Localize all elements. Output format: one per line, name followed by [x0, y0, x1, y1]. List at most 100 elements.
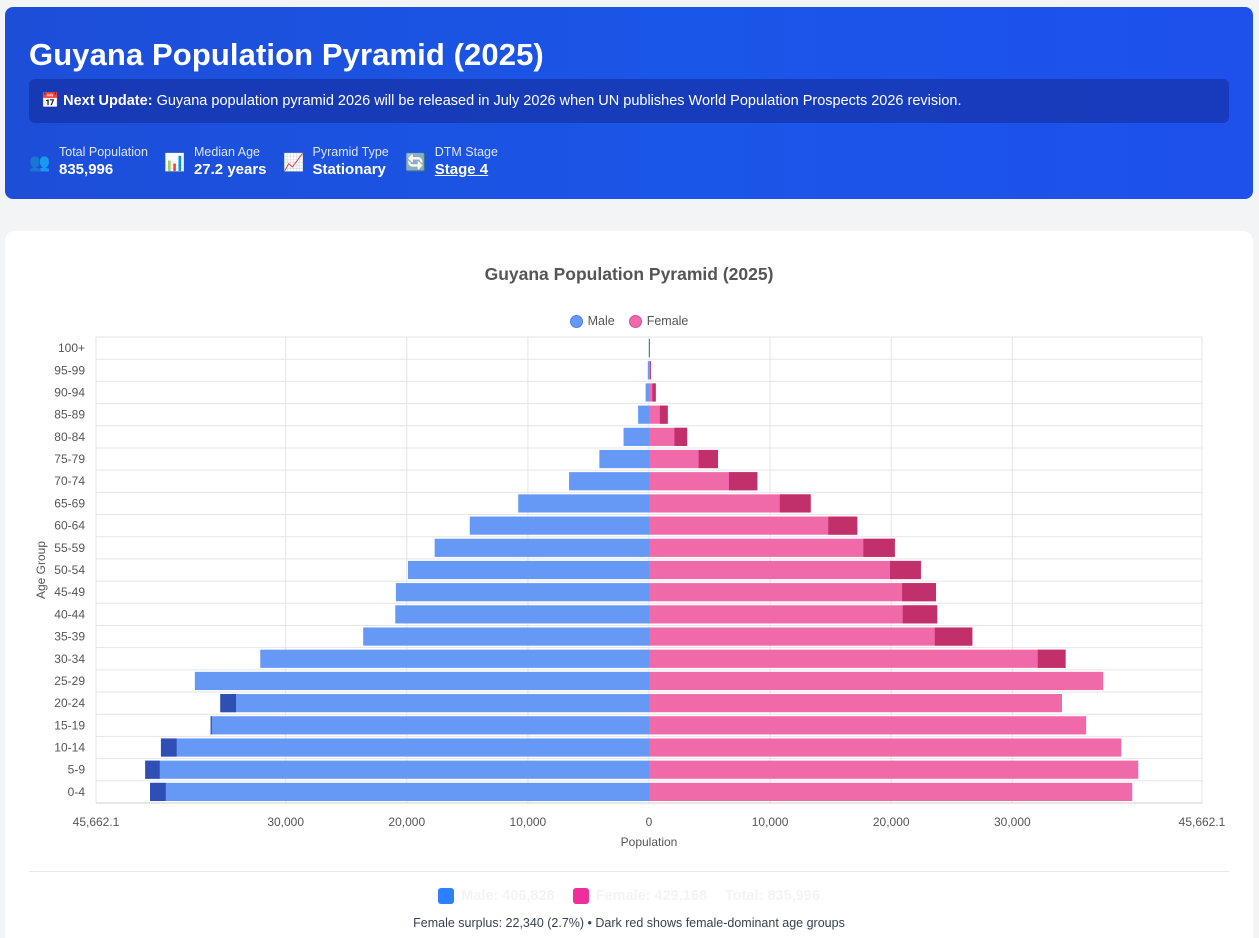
stat-pyramid-type: 📈 Pyramid Type Stationary — [283, 145, 389, 180]
bar-female-45-49 — [649, 583, 937, 602]
bar-male-surplus-10-14 — [160, 738, 177, 757]
x-tick-label: 30,000 — [267, 815, 304, 829]
bar-female-5-9 — [649, 760, 1139, 779]
totals-row: Male: 406,828 Female: 429,168 Total: 835… — [5, 888, 1253, 904]
bar-male-30-34 — [260, 649, 649, 668]
legend-label-female: Female — [646, 314, 689, 328]
chart-title: Guyana Population Pyramid (2025) — [484, 264, 774, 284]
bar-female-surplus-30-34 — [1037, 649, 1066, 668]
page-title: Guyana Population Pyramid (2025) — [29, 37, 544, 72]
bar-female-surplus-100+ — [649, 338, 650, 358]
bar-female-surplus-40-44 — [902, 605, 938, 624]
bar-female-95-99 — [649, 361, 651, 380]
stat-total-population: 👥 Total Population 835,996 — [29, 145, 148, 180]
bar-female-40-44 — [649, 605, 938, 624]
bar-female-15-19 — [649, 716, 1087, 735]
stat-label: Pyramid Type — [312, 145, 389, 159]
bar-female-25-29 — [649, 671, 1104, 691]
bar-female-50-54 — [649, 560, 921, 580]
y-tick-label: 30-34 — [54, 652, 85, 666]
x-axis-title: Population — [621, 835, 678, 849]
stat-dtm-stage: 🔄 DTM Stage Stage 4 — [405, 145, 498, 180]
bar-female-10-14 — [649, 738, 1122, 757]
bar-female-surplus-75-79 — [698, 449, 719, 469]
x-tick-label: 45,662.1 — [1179, 815, 1226, 829]
bar-male-60-64 — [469, 516, 649, 535]
bar-male-40-44 — [395, 605, 649, 624]
stat-label: Median Age — [193, 145, 260, 159]
legend-item-female[interactable]: Female — [628, 314, 689, 328]
notice-text: Guyana population pyramid 2026 will be r… — [156, 93, 962, 109]
bar-female-surplus-35-39 — [934, 627, 973, 646]
legend-swatch-male — [569, 314, 583, 328]
bar-female-60-64 — [649, 516, 858, 535]
y-tick-label: 75-79 — [54, 452, 85, 466]
x-tick-label: 10,000 — [510, 815, 547, 829]
dtm-stage-link[interactable]: Stage 4 — [434, 161, 489, 178]
total-female-label: Female: 429,168 — [595, 888, 707, 904]
bar-male-25-29 — [194, 671, 649, 691]
bar-male-55-59 — [434, 538, 649, 557]
bar-female-surplus-55-59 — [863, 538, 895, 557]
total-female: Female: 429,168 — [572, 888, 707, 904]
bar-male-surplus-15-19 — [210, 716, 212, 735]
y-tick-label: 65-69 — [54, 496, 85, 510]
x-tick-label: 0 — [646, 815, 653, 829]
stat-median-age: 📊 Median Age 27.2 years — [164, 145, 267, 180]
y-tick-label: 20-24 — [54, 696, 85, 710]
bar-male-80-84 — [623, 427, 649, 446]
total-overall-label: Total: 835,996 — [724, 888, 820, 904]
y-tick-label: 25-29 — [54, 674, 85, 688]
bar-female-surplus-50-54 — [890, 560, 921, 580]
y-tick-label: 100+ — [58, 341, 85, 355]
bar-male-35-39 — [363, 627, 649, 646]
total-male: Male: 406,828 — [438, 888, 555, 904]
people-icon: 👥 — [29, 152, 51, 172]
stat-value: 835,996 — [59, 161, 114, 178]
stat-value: Stationary — [312, 161, 386, 178]
bar-female-surplus-65-69 — [779, 494, 811, 513]
x-tick-label: 10,000 — [752, 815, 789, 829]
stat-value: 27.2 years — [193, 161, 267, 178]
stats-row: 👥 Total Population 835,996 📊 Median Age … — [29, 145, 498, 180]
legend-item-male[interactable]: Male — [569, 314, 615, 328]
bar-female-65-69 — [649, 494, 811, 513]
x-tick-label: 20,000 — [388, 815, 425, 829]
y-tick-label: 15-19 — [54, 718, 85, 732]
bar-female-surplus-80-84 — [674, 427, 688, 446]
y-tick-label: 90-94 — [54, 385, 85, 399]
bar-male-85-89 — [638, 405, 649, 424]
notice-label: Next Update: — [63, 93, 153, 109]
bar-male-10-14 — [160, 738, 649, 757]
total-male-label: Male: 406,828 — [461, 888, 555, 904]
bar-female-30-34 — [649, 649, 1066, 668]
bar-male-20-24 — [220, 694, 649, 713]
x-tick-label: 20,000 — [873, 815, 910, 829]
legend-swatch-female — [628, 314, 642, 328]
x-tick-label: 45,662.1 — [73, 815, 120, 829]
divider — [29, 871, 1229, 872]
bar-male-90-94 — [645, 383, 649, 402]
bar-female-55-59 — [649, 538, 895, 557]
header-banner: Guyana Population Pyramid (2025) 📅 Next … — [5, 7, 1253, 199]
bar-female-surplus-95-99 — [650, 361, 651, 380]
bar-male-45-49 — [395, 583, 649, 602]
bar-male-5-9 — [145, 760, 649, 779]
chart-legend: Male Female — [5, 314, 1253, 328]
y-tick-label: 10-14 — [54, 741, 85, 755]
male-swatch — [438, 888, 455, 904]
bar-male-surplus-20-24 — [220, 694, 237, 713]
bar-female-surplus-90-94 — [652, 383, 656, 402]
female-swatch — [572, 888, 589, 904]
y-tick-label: 55-59 — [54, 541, 85, 555]
y-tick-label: 95-99 — [54, 363, 85, 377]
bar-female-surplus-70-74 — [728, 472, 758, 491]
total-overall: Total: 835,996 — [725, 888, 820, 904]
bar-female-35-39 — [649, 627, 973, 646]
stat-label: DTM Stage — [434, 145, 498, 159]
y-tick-label: 40-44 — [54, 607, 85, 621]
y-tick-label: 70-74 — [54, 474, 85, 488]
y-tick-label: 5-9 — [68, 763, 86, 777]
calendar-icon: 📅 — [41, 93, 60, 109]
y-tick-label: 80-84 — [54, 430, 85, 444]
